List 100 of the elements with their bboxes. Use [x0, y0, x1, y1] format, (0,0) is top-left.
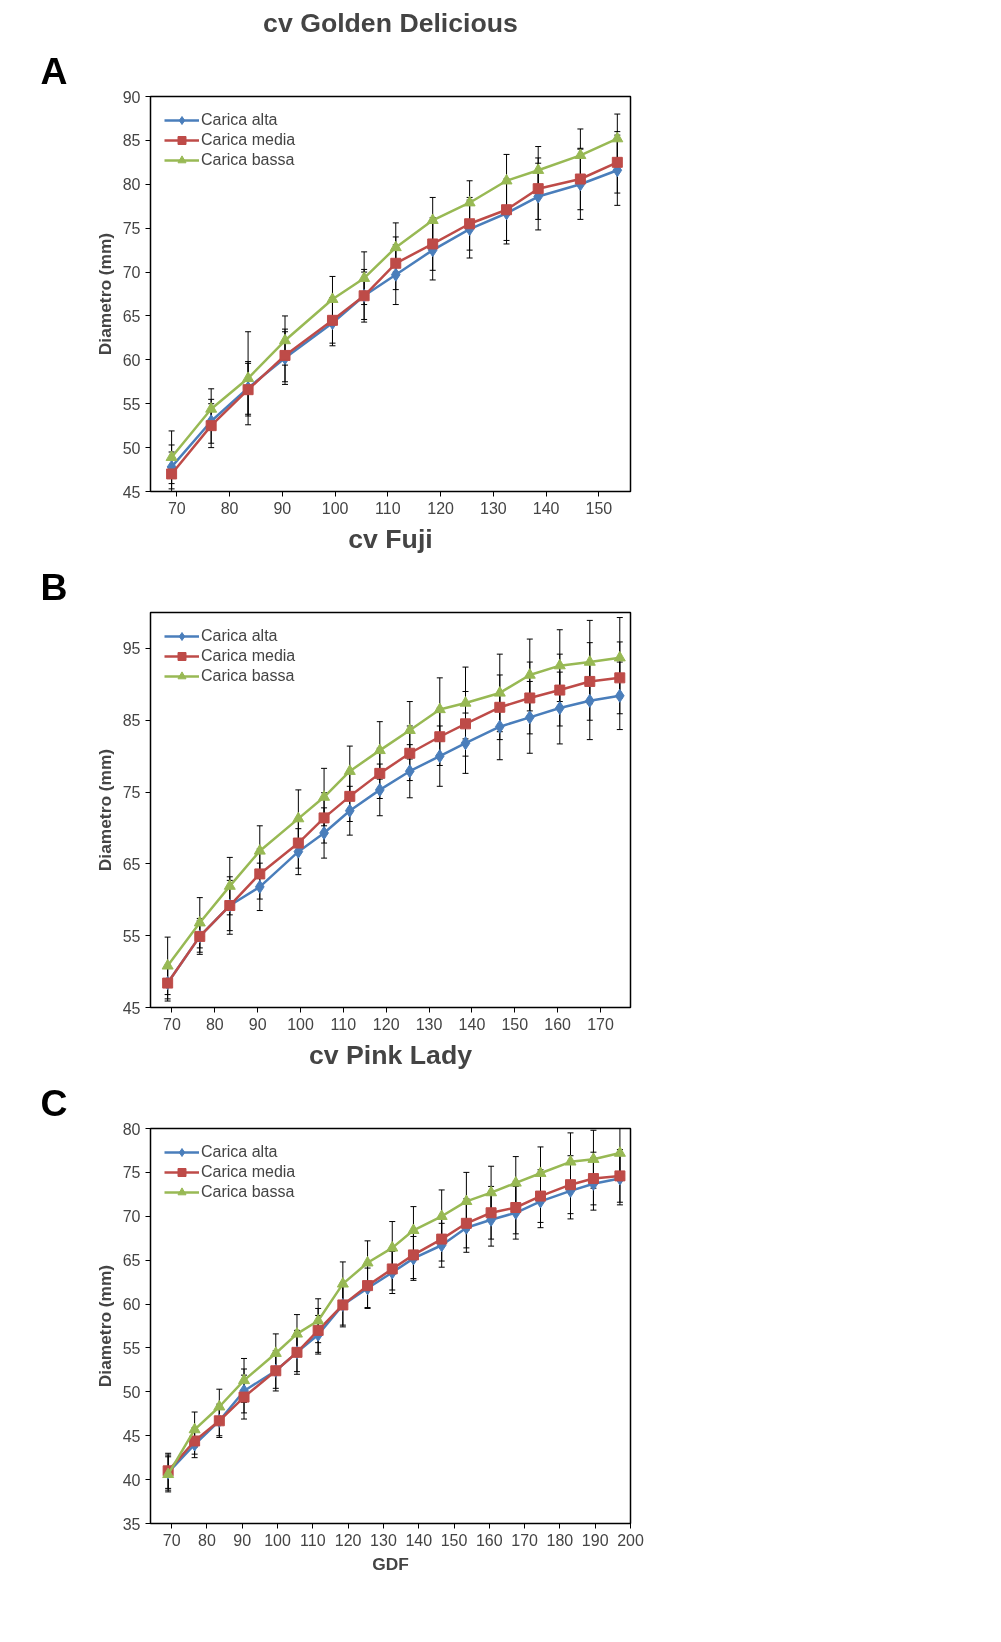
x-tick-label: 90 — [233, 1531, 252, 1549]
point — [535, 1190, 546, 1202]
x-tick-label: 200 — [617, 1531, 644, 1549]
y-tick-label: 90 — [122, 88, 141, 106]
legend-label: Carica alta — [201, 1143, 278, 1161]
point — [532, 183, 544, 195]
x-tick-label: 100 — [321, 499, 349, 517]
point — [242, 384, 254, 396]
point — [510, 1202, 522, 1213]
point — [494, 701, 506, 713]
point — [344, 790, 356, 802]
point — [434, 749, 445, 764]
point — [290, 1327, 303, 1338]
x-tick-label: 80 — [198, 1531, 216, 1549]
point — [554, 701, 565, 716]
point — [427, 238, 439, 250]
point — [494, 719, 505, 734]
point — [532, 163, 545, 174]
text: B — [40, 565, 68, 608]
point — [165, 450, 178, 461]
point — [554, 684, 566, 696]
point — [534, 1166, 547, 1177]
point — [253, 844, 266, 855]
x-tick-label: 140 — [532, 499, 560, 517]
x-tick-label: 90 — [248, 1015, 267, 1033]
y-tick-label: 80 — [122, 1120, 141, 1138]
x-tick-label: 140 — [405, 1531, 433, 1549]
point — [614, 672, 626, 684]
y-tick-label: 75 — [122, 784, 141, 802]
x-tick-label: 110 — [375, 499, 401, 517]
point — [500, 173, 513, 185]
point — [389, 240, 402, 252]
x-tick-label: 140 — [458, 1015, 486, 1033]
x-tick-label: 70 — [162, 1531, 181, 1549]
point — [485, 1185, 498, 1197]
legend-label: Carica bassa — [201, 1183, 295, 1201]
point — [614, 1170, 626, 1182]
y-axis-title: Diametro (mm) — [94, 1264, 115, 1388]
x-tick-label: 80 — [205, 1015, 224, 1033]
point — [407, 1249, 419, 1261]
x-tick-label: 130 — [370, 1531, 397, 1549]
legend-label: Carica bassa — [201, 667, 295, 685]
y-tick-label: 65 — [122, 855, 141, 873]
point — [436, 1233, 448, 1245]
point — [613, 1146, 626, 1157]
point — [386, 1263, 398, 1275]
y-tick-label: 45 — [122, 1427, 141, 1445]
point — [193, 915, 206, 927]
legend-label: Carica media — [201, 1163, 296, 1181]
point — [611, 156, 623, 168]
x-tick-label: 130 — [415, 1015, 443, 1033]
point — [574, 173, 586, 185]
y-tick-label: 55 — [122, 1339, 141, 1357]
x-tick-label: 70 — [167, 499, 186, 517]
point — [312, 1313, 325, 1325]
point — [213, 1399, 226, 1411]
x-tick-label: 150 — [501, 1015, 529, 1033]
text: A — [40, 49, 68, 92]
y-tick-label: 70 — [122, 264, 141, 282]
point — [279, 349, 291, 361]
point — [587, 1173, 599, 1185]
point — [269, 1346, 282, 1357]
point — [524, 710, 535, 725]
y-tick-label: 50 — [122, 439, 141, 457]
point — [509, 1176, 522, 1187]
point — [524, 692, 536, 704]
x-tick-label: 90 — [273, 499, 292, 517]
point — [564, 1155, 577, 1166]
y-tick-label: 50 — [122, 1383, 141, 1401]
point — [403, 723, 416, 734]
x-tick-label: 160 — [475, 1531, 503, 1549]
x-tick-label: 160 — [544, 1015, 572, 1033]
point — [611, 131, 624, 143]
x-tick-label: 100 — [264, 1531, 292, 1549]
point — [407, 1223, 420, 1234]
point — [565, 1179, 576, 1191]
x-tick-label: 190 — [581, 1531, 609, 1549]
y-tick-label: 65 — [122, 1252, 141, 1270]
point — [361, 1255, 374, 1267]
point — [358, 271, 371, 282]
point — [553, 658, 566, 670]
point — [463, 195, 476, 207]
point — [426, 213, 439, 224]
point — [404, 764, 415, 779]
point — [460, 718, 471, 730]
point — [292, 837, 304, 849]
legend-label: Carica alta — [201, 111, 278, 129]
point — [574, 148, 587, 159]
point — [584, 675, 596, 687]
point — [374, 782, 385, 797]
point — [459, 696, 472, 707]
y-tick-label: 80 — [122, 176, 141, 194]
y-tick-label: 40 — [122, 1471, 141, 1489]
x-tick-label: 120 — [372, 1015, 400, 1033]
x-tick-label: 150 — [585, 499, 613, 517]
x-tick-label: 120 — [334, 1531, 362, 1549]
y-tick-label: 65 — [122, 307, 141, 325]
point — [583, 655, 596, 666]
x-tick-label: 80 — [220, 499, 239, 517]
x-tick-label: 110 — [330, 1015, 357, 1033]
